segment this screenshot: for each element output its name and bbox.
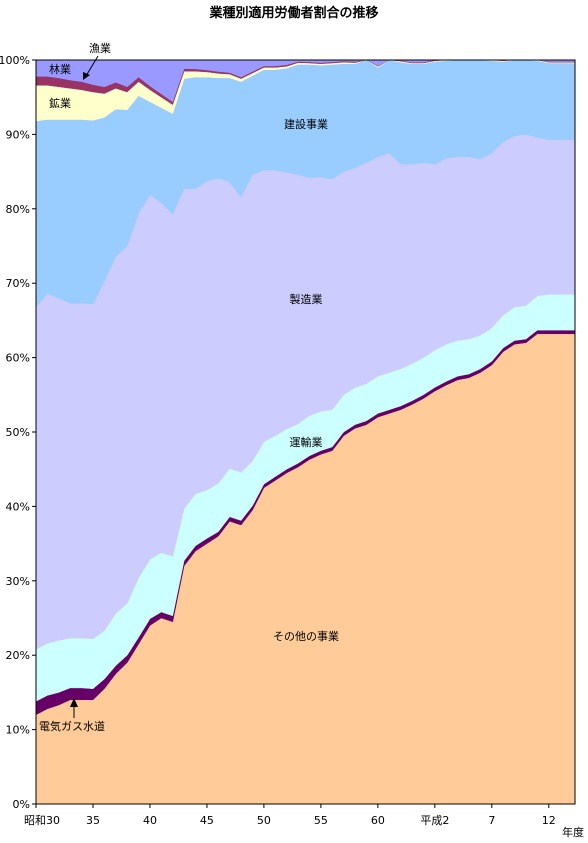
chart-title: 業種別適用労働者割合の推移: [208, 5, 378, 21]
y-tick-label: 20%: [6, 649, 30, 662]
x-tick-label: 35: [86, 814, 100, 827]
y-tick-label: 70%: [6, 277, 30, 290]
x-axis: 昭和30 35 40 45 50 55 60 平成2 7 12: [24, 804, 556, 827]
label-fishery: 漁業: [89, 41, 111, 55]
fishery-pointer: [85, 55, 99, 77]
y-tick-label: 60%: [6, 352, 30, 365]
x-tick-label: 40: [143, 814, 157, 827]
x-tick-label: 平成2: [420, 814, 449, 827]
y-tick-label: 50%: [6, 426, 30, 439]
x-axis-label: 年度: [562, 825, 584, 839]
x-tick-label: 12: [542, 814, 556, 827]
area-layers: [35, 59, 576, 805]
label-manufacturing: 製造業: [290, 292, 323, 306]
y-tick-label: 10%: [6, 724, 30, 737]
label-mining: 鉱業: [49, 96, 71, 110]
label-transport: 運輸業: [290, 435, 323, 449]
x-tick-label: 55: [314, 814, 328, 827]
y-tick-label: 90%: [6, 128, 30, 141]
x-tick-label: 7: [488, 814, 495, 827]
fishery-arrowhead: [83, 72, 90, 80]
label-other: その他の事業: [273, 630, 339, 643]
utilities-arrowhead: [70, 698, 78, 707]
x-tick-label: 50: [257, 814, 271, 827]
y-tick-label: 30%: [6, 575, 30, 588]
x-tick-label: 45: [200, 814, 214, 827]
label-utilities: 電気ガス水道: [39, 719, 105, 733]
y-axis: 0% 10% 20% 30% 40% 50% 60% 70% 80% 90% 100%: [0, 54, 36, 811]
label-construction: 建設事業: [284, 117, 328, 131]
x-tick-label: 昭和30: [24, 814, 60, 827]
y-tick-label: 0%: [13, 798, 30, 811]
y-tick-label: 100%: [0, 54, 30, 67]
y-tick-label: 40%: [6, 500, 30, 513]
y-tick-label: 80%: [6, 203, 30, 216]
x-tick-label: 60: [371, 814, 385, 827]
label-forestry: 林業: [49, 62, 71, 76]
